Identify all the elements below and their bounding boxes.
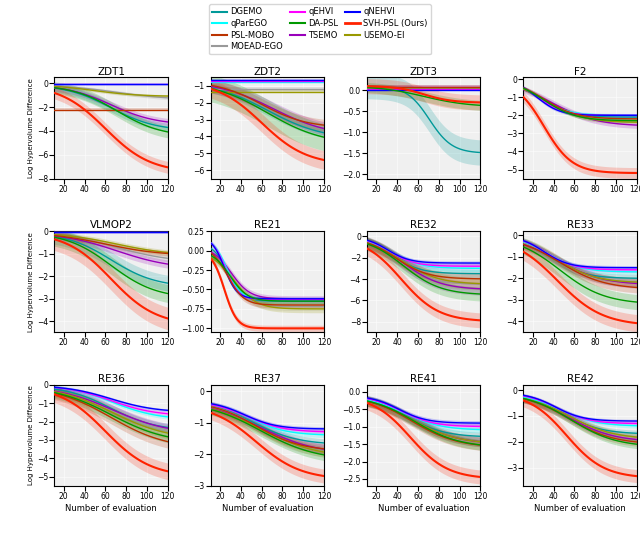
Legend: DGEMO, qParEGO, PSL-MOBO, MOEAD-EGO, qEHVI, DA-PSL, TSEMO, qNEHVI, SVH-PSL (Ours: DGEMO, qParEGO, PSL-MOBO, MOEAD-EGO, qEH…: [209, 4, 431, 54]
Title: RE21: RE21: [254, 221, 281, 230]
Title: RE41: RE41: [410, 374, 437, 384]
Title: RE37: RE37: [254, 374, 281, 384]
Title: F2: F2: [574, 67, 586, 77]
Title: ZDT3: ZDT3: [410, 67, 438, 77]
Title: ZDT2: ZDT2: [253, 67, 282, 77]
X-axis label: Number of evaluation: Number of evaluation: [221, 504, 314, 513]
Title: RE42: RE42: [566, 374, 593, 384]
Title: VLMOP2: VLMOP2: [90, 221, 132, 230]
Y-axis label: Log Hypervolume Difference: Log Hypervolume Difference: [28, 232, 34, 332]
Y-axis label: Log Hypervolume Difference: Log Hypervolume Difference: [28, 78, 34, 178]
Y-axis label: Log Hypervolume Difference: Log Hypervolume Difference: [28, 386, 34, 485]
Title: ZDT1: ZDT1: [97, 67, 125, 77]
Title: RE36: RE36: [98, 374, 125, 384]
Title: RE32: RE32: [410, 221, 437, 230]
X-axis label: Number of evaluation: Number of evaluation: [534, 504, 626, 513]
Title: RE33: RE33: [566, 221, 593, 230]
X-axis label: Number of evaluation: Number of evaluation: [378, 504, 470, 513]
X-axis label: Number of evaluation: Number of evaluation: [65, 504, 157, 513]
